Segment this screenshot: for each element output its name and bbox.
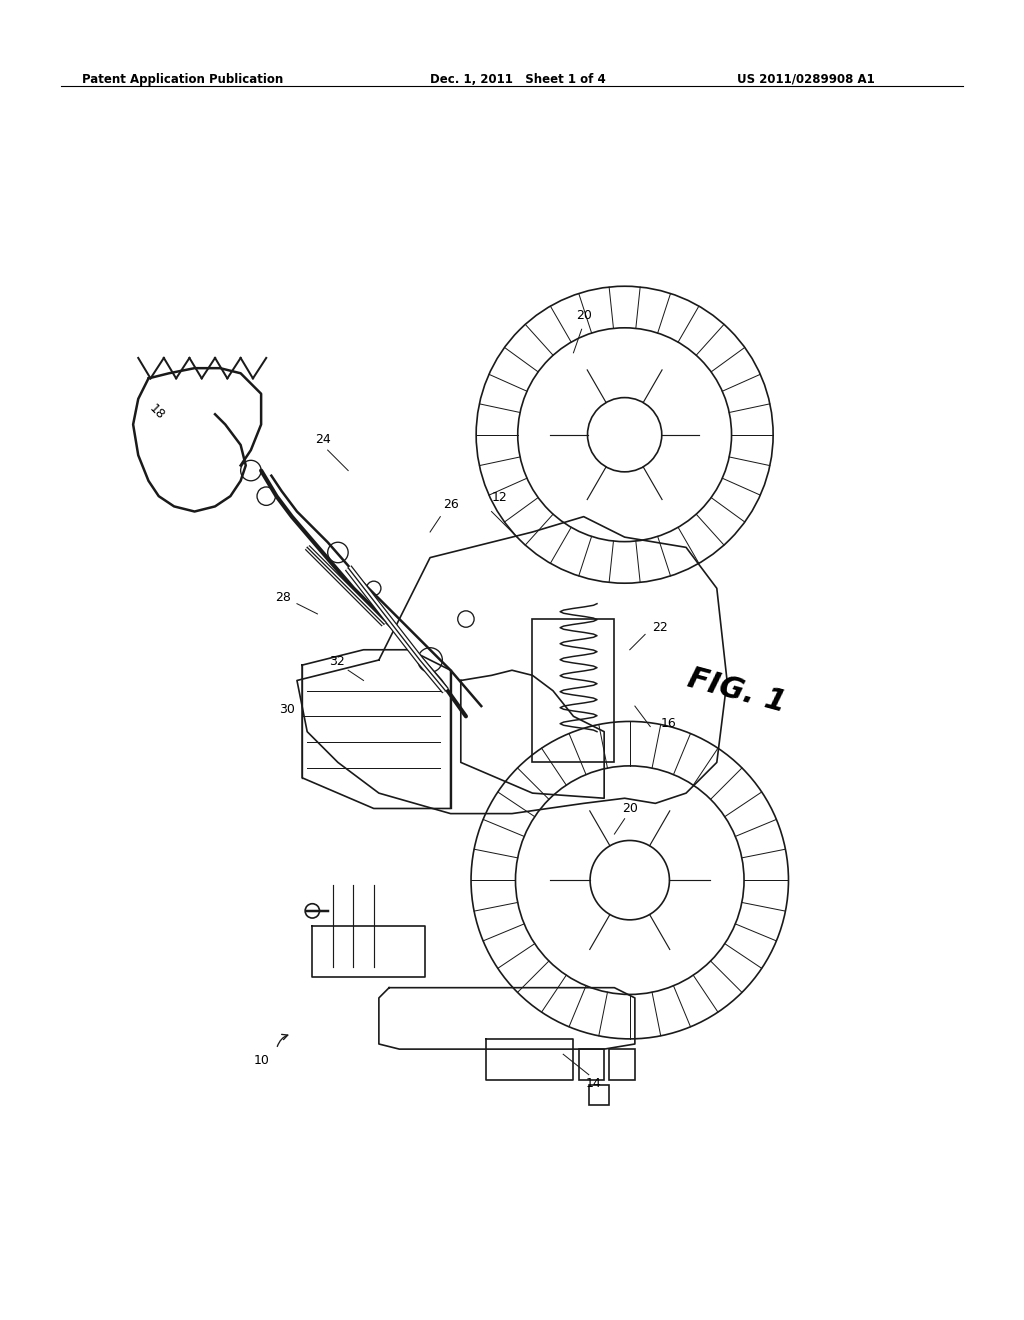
Text: US 2011/0289908 A1: US 2011/0289908 A1 [737,73,876,86]
Text: 12: 12 [492,491,508,504]
Text: 32: 32 [330,655,345,668]
Circle shape [241,461,261,480]
Text: FIG. 1: FIG. 1 [685,664,790,718]
Text: 20: 20 [622,801,638,814]
Text: 14: 14 [586,1077,602,1090]
Text: 16: 16 [660,717,676,730]
Bar [609,1049,635,1080]
Text: 22: 22 [652,622,668,635]
Text: 24: 24 [314,433,331,446]
Bar [579,1049,604,1080]
Text: 20: 20 [575,309,592,322]
Circle shape [458,611,474,627]
Circle shape [257,487,275,506]
Bar [589,1085,609,1105]
Text: 28: 28 [274,590,291,603]
Circle shape [328,543,348,562]
Text: 10: 10 [253,1055,269,1068]
Text: 26: 26 [443,499,459,511]
Text: 18: 18 [146,403,167,422]
Bar [532,619,614,763]
Text: 30: 30 [279,704,295,717]
Circle shape [418,648,442,672]
Circle shape [367,581,381,595]
Text: Dec. 1, 2011   Sheet 1 of 4: Dec. 1, 2011 Sheet 1 of 4 [430,73,606,86]
Text: Patent Application Publication: Patent Application Publication [82,73,284,86]
